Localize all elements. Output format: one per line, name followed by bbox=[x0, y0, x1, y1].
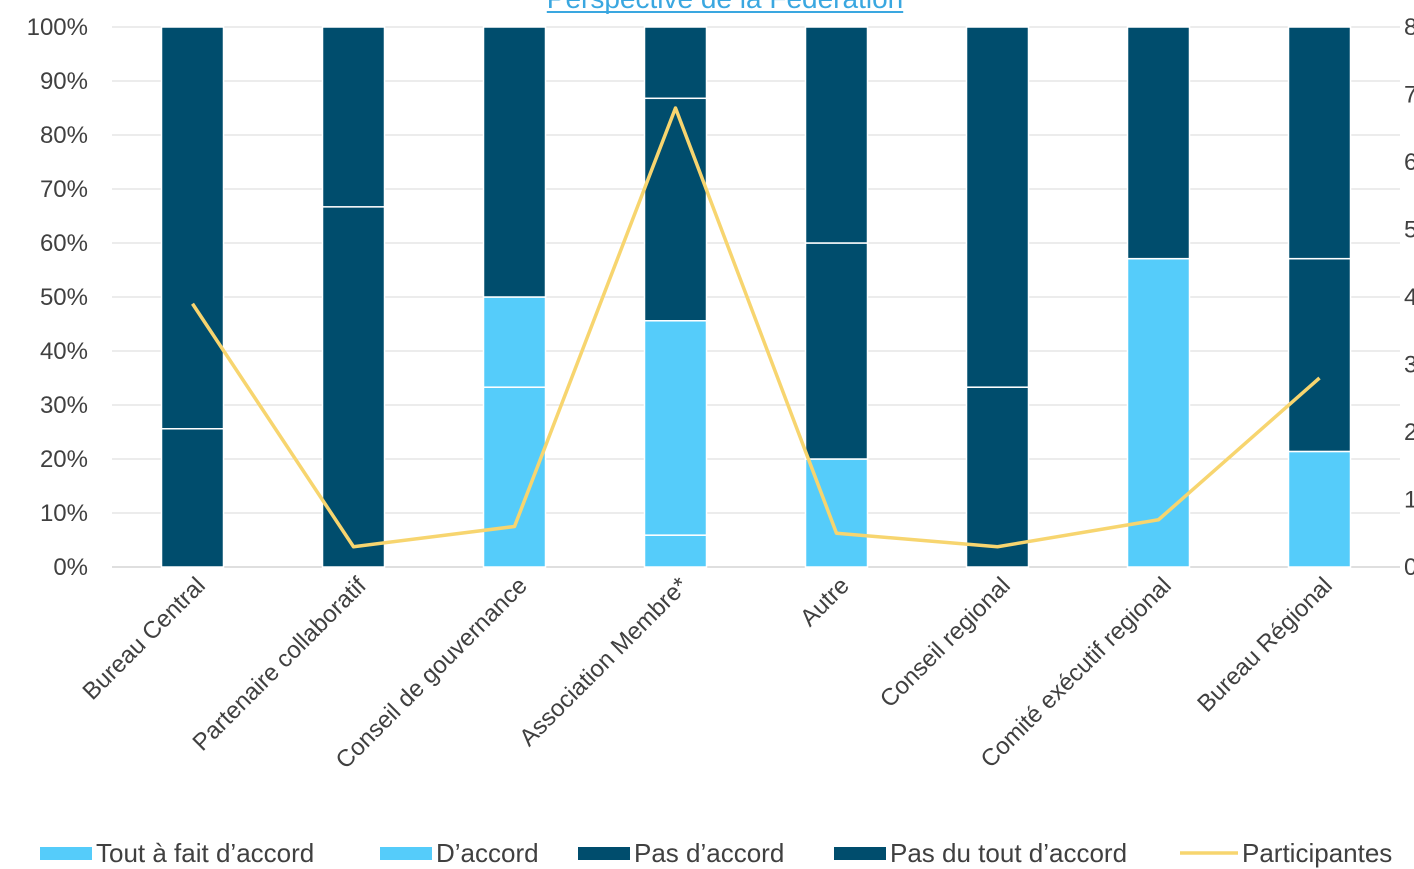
bar-segment bbox=[1126, 26, 1191, 260]
y2-tick-label: 5 bbox=[1404, 217, 1414, 244]
y-tick-label: 90% bbox=[40, 68, 88, 95]
y-tick-label: 10% bbox=[40, 500, 88, 527]
category-label: Comité exécutif regional bbox=[976, 572, 1177, 773]
legend-swatch bbox=[834, 847, 886, 860]
bar-segment bbox=[965, 26, 1030, 388]
bar-segment bbox=[160, 428, 225, 568]
bar-segment bbox=[643, 97, 708, 322]
bar-segment bbox=[1287, 450, 1352, 568]
category-label: Bureau Central bbox=[77, 572, 210, 705]
secondary-y-axis: 0 1 2 3 4 5 6 7 8 bbox=[1404, 14, 1414, 581]
gridlines bbox=[112, 26, 1400, 568]
bars bbox=[160, 26, 1352, 568]
participants-line bbox=[191, 106, 1321, 549]
y-tick-label: 0% bbox=[53, 554, 88, 581]
y-tick-label: 50% bbox=[40, 284, 88, 311]
category-label: Association Membre* bbox=[514, 572, 693, 751]
bar-segment bbox=[965, 386, 1030, 568]
category-label: Partenaire collaboratif bbox=[188, 572, 372, 756]
bar-segment bbox=[804, 26, 869, 244]
bar-segment bbox=[321, 206, 386, 568]
y2-tick-label: 7 bbox=[1404, 82, 1414, 109]
legend-swatch bbox=[40, 847, 92, 860]
legend-swatch bbox=[578, 847, 630, 860]
bar-segment bbox=[160, 26, 225, 430]
bar-segment bbox=[482, 386, 547, 568]
legend-label: Pas du tout d’accord bbox=[890, 838, 1127, 868]
y-tick-label: 80% bbox=[40, 122, 88, 149]
y-axis: 0% 10% 20% 30% 40% 50% 60% 70% 80% 90% 100% bbox=[27, 14, 88, 581]
legend-swatch bbox=[380, 847, 432, 860]
legend: Tout à fait d’accord D’accord Pas d’accord… bbox=[40, 838, 1392, 868]
legend-label: Tout à fait d’accord bbox=[96, 838, 314, 868]
bar-segment bbox=[643, 320, 708, 536]
bar-segment bbox=[482, 26, 547, 298]
bar-segment bbox=[1287, 257, 1352, 453]
y-tick-label: 100% bbox=[27, 14, 88, 41]
y2-tick-label: 4 bbox=[1404, 284, 1414, 311]
y-tick-label: 70% bbox=[40, 176, 88, 203]
legend-label: D’accord bbox=[436, 838, 539, 868]
bar-segment bbox=[643, 26, 708, 100]
bar-segment bbox=[804, 242, 869, 460]
legend-label: Pas d’accord bbox=[634, 838, 784, 868]
y-tick-label: 20% bbox=[40, 446, 88, 473]
y-tick-label: 60% bbox=[40, 230, 88, 257]
bar-segment bbox=[482, 296, 547, 388]
chart-title: Perspective de la Fédération bbox=[547, 0, 903, 14]
y2-tick-label: 3 bbox=[1404, 352, 1414, 379]
category-label: Bureau Régional bbox=[1192, 572, 1338, 718]
participants-line-path bbox=[191, 106, 1321, 549]
legend-label: Participantes bbox=[1242, 838, 1392, 868]
y2-tick-label: 8 bbox=[1404, 14, 1414, 41]
y2-tick-label: 6 bbox=[1404, 149, 1414, 176]
bar-segment bbox=[1287, 26, 1352, 260]
y-tick-label: 30% bbox=[40, 392, 88, 419]
bar-segment bbox=[321, 26, 386, 208]
y2-tick-label: 2 bbox=[1404, 419, 1414, 446]
y2-tick-label: 1 bbox=[1404, 487, 1414, 514]
bar-segment bbox=[643, 534, 708, 568]
category-label: Conseil de gouvernance bbox=[331, 572, 533, 774]
category-label: Autre bbox=[795, 572, 855, 632]
category-label: Conseil regional bbox=[875, 572, 1016, 713]
y-tick-label: 40% bbox=[40, 338, 88, 365]
y2-tick-label: 0 bbox=[1404, 554, 1414, 581]
